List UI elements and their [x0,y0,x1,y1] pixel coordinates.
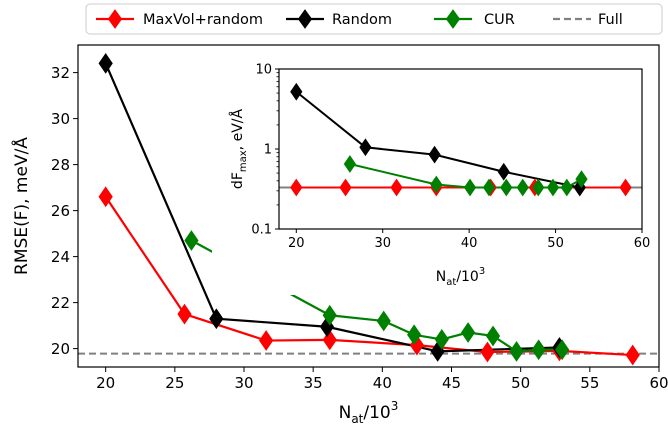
main-x-tick-label-45: 45 [442,374,461,392]
inset-x-tick-label-40: 40 [461,236,478,251]
legend-marker-random [297,9,313,29]
main-x-tick-label-55: 55 [580,374,599,392]
main-point-cur-3 [407,324,422,346]
main-y-tick-label-22: 22 [51,294,70,312]
inset-y-tick-label-10: 10 [255,63,272,78]
main-x-tick-label-40: 40 [373,374,392,392]
main-point-random-1 [209,308,224,330]
main-y-axis-label: RMSE(F), meV/Å [10,137,32,275]
inset-point-cur-0 [343,155,356,173]
inset-x-tick-label-30: 30 [374,236,391,251]
inset-point-cur-1 [430,175,443,194]
inset-x-tick-label-60: 60 [634,236,651,251]
legend: MaxVol+random Random CUR Full [85,3,663,35]
main-x-tick-label-60: 60 [649,374,668,392]
main-point-cur-9 [555,339,570,361]
inset-point-maxvol-random-1 [339,178,352,197]
legend-items: MaxVol+random Random CUR Full [96,9,623,29]
inset-y-axis-label: dFmax, eV/Å [229,109,249,190]
inset-point-random-2 [428,145,441,164]
main-point-maxvol-random-5 [480,341,495,363]
legend-label-cur: CUR [484,12,515,28]
main-point-cur-7 [509,340,524,362]
inset-x-axis-label: Nat/103 [436,266,485,288]
inset-point-cur-2 [463,178,477,197]
main-y-tick-label-28: 28 [51,156,70,174]
inset-point-maxvol-random-2 [390,178,403,197]
inset-series-line-cur [349,162,582,189]
main-series-line-cur [190,239,563,353]
main-point-cur-1 [322,304,337,326]
inset-point-maxvol-random-7 [619,178,632,197]
inset-y-tick-label-0-1: 0.1 [251,223,272,238]
inset-point-cur-7 [546,178,560,197]
main-x-tick-label-50: 50 [511,374,530,392]
main-x-tick-label-25: 25 [165,374,184,392]
main-chart-marks [78,53,659,366]
main-point-maxvol-random-0 [98,186,113,208]
main-chart-axes: 20 25 30 35 40 45 50 55 60 20 22 24 26 28 30 32 [51,64,668,392]
main-point-random-0 [98,53,113,74]
main-x-tick-label-30: 30 [234,374,253,392]
inset-point-cur-5 [516,178,529,197]
inset-point-cur-4 [500,178,513,197]
main-point-cur-0 [184,230,199,251]
inset-point-cur-9 [575,170,588,189]
inset-point-random-1 [359,138,372,157]
inset-point-cur-3 [482,178,496,197]
main-series-line-maxvol-random [104,196,633,357]
main-x-axis-label: Nat/103 [339,399,399,426]
main-plot-frame [77,44,660,368]
inset-point-cur-6 [532,178,545,197]
inset-chart-axes: 20 30 40 50 60 0.1 1 10 [251,63,650,251]
inset-point-random-0 [290,82,303,101]
legend-marker-maxvol-random [107,9,123,29]
main-point-cur-4 [434,329,449,350]
main-point-maxvol-random-2 [259,330,274,351]
main-chart: 20 25 30 35 40 45 50 55 60 20 22 24 26 28 30 32 Nat/103… [10,44,668,426]
legend-marker-cur [445,9,461,29]
main-point-cur-2 [376,310,391,332]
legend-box [85,3,663,35]
inset-point-cur-8 [560,178,573,197]
main-y-tick-label-20: 20 [51,340,70,358]
inset-chart: 20 30 40 50 60 0.1 1 10 Nat/103 dFmax, eV/Å [212,55,655,295]
legend-label-maxvol-random: MaxVol+random [143,12,263,28]
main-point-maxvol-random-7 [625,344,640,366]
main-point-cur-8 [531,339,546,361]
legend-label-random: Random [332,12,392,28]
main-point-cur-6 [485,325,501,347]
inset-chart-marks [279,82,642,197]
inset-x-tick-label-20: 20 [288,236,305,251]
main-x-tick-label-20: 20 [96,374,115,392]
inset-y-tick-label-1: 1 [264,143,272,158]
main-y-tick-label-24: 24 [51,248,70,266]
legend-label-full: Full [598,12,623,28]
main-y-tick-label-30: 30 [51,110,70,128]
main-y-tick-label-26: 26 [51,202,70,220]
inset-point-maxvol-random-0 [290,178,303,197]
main-x-tick-label-35: 35 [304,374,323,392]
main-point-cur-5 [460,322,476,343]
main-y-tick-label-32: 32 [51,64,70,82]
inset-point-random-3 [497,162,510,181]
main-point-maxvol-random-1 [177,303,192,325]
inset-x-tick-label-50: 50 [547,236,564,251]
